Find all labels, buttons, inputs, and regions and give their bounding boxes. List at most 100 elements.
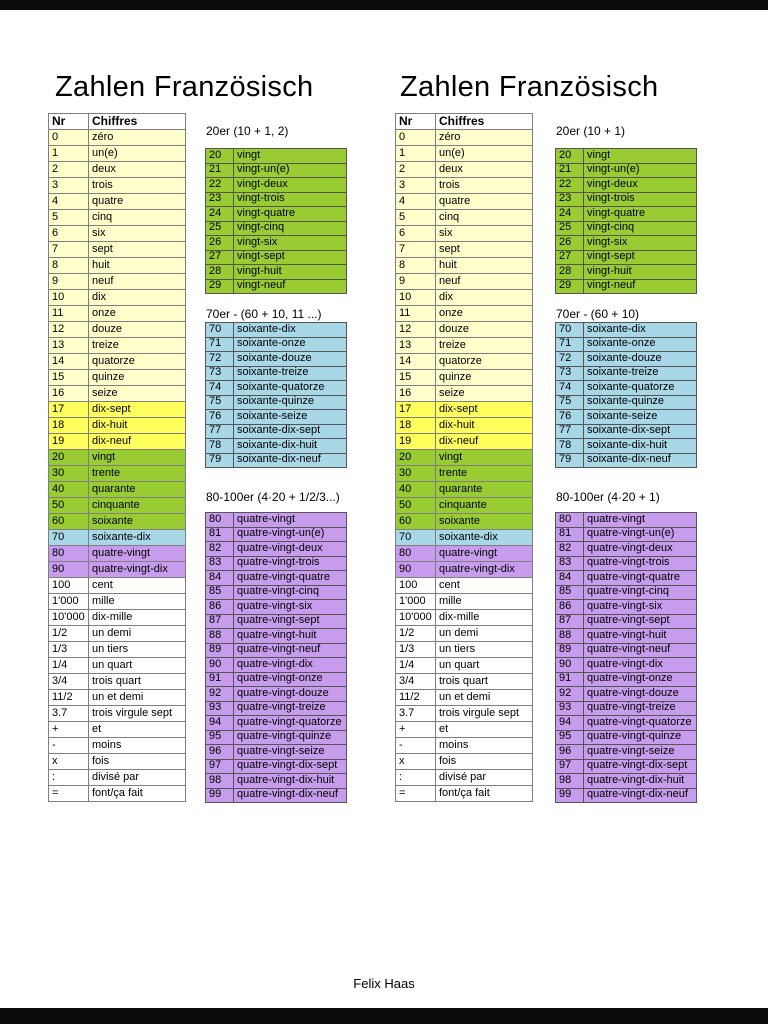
nr-cell: 18 — [48, 417, 89, 434]
table-row: 0 zéro — [48, 129, 186, 146]
name-cell: soixante-dix-sept — [233, 423, 347, 439]
table-row: 99 quatre-vingt-dix-neuf — [205, 787, 347, 803]
name-cell: seize — [435, 385, 533, 402]
nr-cell: 74 — [555, 380, 584, 396]
nr-cell: 11 — [48, 305, 89, 322]
name-cell: quatre-vingt-quatorze — [233, 715, 347, 731]
table-row: 1/4 un quart — [395, 657, 533, 674]
table-row: 71 soixante-onze — [555, 336, 697, 352]
eighties-table: 80 quatre-vingt 81 quatre-vingt-un(e) 82 quat… — [555, 512, 697, 803]
nr-cell: 16 — [48, 385, 89, 402]
name-cell: treize — [435, 337, 533, 354]
name-cell: un(e) — [88, 145, 186, 162]
name-cell: quatorze — [435, 353, 533, 370]
table-row: 93 quatre-vingt-treize — [205, 700, 347, 716]
nr-cell: 93 — [205, 700, 234, 716]
sub-tables-column-left: 20er (10 + 1, 2) 20 vingt 21 vingt-un(e) 22 v… — [205, 124, 355, 814]
name-cell: quatre-vingt-quatorze — [583, 715, 697, 731]
name-cell: vingt — [583, 148, 697, 164]
nr-cell: 3.7 — [48, 705, 89, 722]
nr-cell: 60 — [48, 513, 89, 530]
name-cell: un quart — [435, 657, 533, 674]
table-row: 30 trente — [48, 465, 186, 482]
table-row: 1'000 mille — [48, 593, 186, 610]
nr-cell: 87 — [555, 613, 584, 629]
nr-cell: 70 — [395, 529, 436, 546]
table-row: 28 vingt-huit — [205, 264, 347, 280]
table-row: 8 huit — [395, 257, 533, 274]
name-cell: quatre-vingt-sept — [233, 613, 347, 629]
table-row: 77 soixante-dix-sept — [205, 423, 347, 439]
nr-cell: 30 — [395, 465, 436, 482]
name-cell: quatre-vingt-trois — [233, 555, 347, 571]
nr-cell: 84 — [205, 570, 234, 586]
nr-cell: 73 — [555, 365, 584, 381]
column-header-chiffres: Chiffres — [435, 113, 533, 130]
table-row: 91 quatre-vingt-onze — [555, 671, 697, 687]
table-row: 10 dix — [395, 289, 533, 306]
table-row: 7 sept — [48, 241, 186, 258]
table-row: 80 quatre-vingt — [48, 545, 186, 562]
nr-cell: 24 — [205, 206, 234, 222]
table-row: 92 quatre-vingt-douze — [555, 686, 697, 702]
name-cell: vingt-un(e) — [583, 162, 697, 178]
nr-cell: 100 — [395, 577, 436, 594]
nr-cell: 11/2 — [395, 689, 436, 706]
table-row: 84 quatre-vingt-quatre — [205, 570, 347, 586]
table-row: 10'000 dix-mille — [48, 609, 186, 626]
table-row: 21 vingt-un(e) — [205, 162, 347, 178]
nr-cell: 4 — [395, 193, 436, 210]
nr-cell: 11 — [395, 305, 436, 322]
nr-cell: 75 — [555, 394, 584, 410]
table-row: 84 quatre-vingt-quatre — [555, 570, 697, 586]
table-row: 22 vingt-deux — [555, 177, 697, 193]
name-cell: quatre-vingt-seize — [233, 744, 347, 760]
name-cell: vingt-sept — [583, 249, 697, 265]
nr-cell: 20 — [48, 449, 89, 466]
table-row: 11 onze — [395, 305, 533, 322]
table-row: 94 quatre-vingt-quatorze — [205, 715, 347, 731]
table-row: 6 six — [395, 225, 533, 242]
nr-cell: 50 — [395, 497, 436, 514]
table-row: 40 quarante — [395, 481, 533, 498]
seventies-table-body: 70 soixante-dix 71 soixante-onze 72 soixante-… — [205, 322, 347, 468]
table-row: 22 vingt-deux — [205, 177, 347, 193]
nr-cell: 27 — [205, 249, 234, 265]
table-row: 74 soixante-quatorze — [555, 380, 697, 396]
table-row: 1 un(e) — [48, 145, 186, 162]
seventies-table-body: 70 soixante-dix 71 soixante-onze 72 soixante-… — [555, 322, 697, 468]
nr-cell: + — [395, 721, 436, 738]
table-row: 90 quatre-vingt-dix — [395, 561, 533, 578]
table-row: 16 seize — [48, 385, 186, 402]
nr-cell: 76 — [205, 409, 234, 425]
name-cell: vingt-deux — [233, 177, 347, 193]
table-row: 23 vingt-trois — [205, 191, 347, 207]
nr-cell: 78 — [205, 438, 234, 454]
name-cell: trois quart — [88, 673, 186, 690]
nr-cell: 71 — [205, 336, 234, 352]
table-row: 77 soixante-dix-sept — [555, 423, 697, 439]
nr-cell: 84 — [555, 570, 584, 586]
nr-cell: = — [395, 785, 436, 802]
nr-cell: 19 — [48, 433, 89, 450]
name-cell: trois — [435, 177, 533, 194]
nr-cell: 29 — [555, 278, 584, 294]
table-row: + et — [48, 721, 186, 738]
table-row: 80 quatre-vingt — [395, 545, 533, 562]
table-row: 3 trois — [395, 177, 533, 194]
nr-cell: 9 — [48, 273, 89, 290]
nr-cell: 88 — [205, 628, 234, 644]
section-heading-70er: 70er - (60 + 10, 11 ...) — [206, 307, 322, 321]
name-cell: quatre-vingt-neuf — [233, 642, 347, 658]
section-heading-80er: 80-100er (4·20 + 1/2/3...) — [206, 490, 340, 504]
table-row: 96 quatre-vingt-seize — [205, 744, 347, 760]
name-cell: soixante-seize — [583, 409, 697, 425]
table-row: 20 vingt — [395, 449, 533, 466]
table-row: 88 quatre-vingt-huit — [555, 628, 697, 644]
name-cell: soixante-dix-neuf — [583, 452, 697, 468]
table-row: 1/4 un quart — [48, 657, 186, 674]
name-cell: quatre-vingt-onze — [583, 671, 697, 687]
table-row: 81 quatre-vingt-un(e) — [555, 526, 697, 542]
nr-cell: 90 — [205, 657, 234, 673]
table-row: 30 trente — [395, 465, 533, 482]
